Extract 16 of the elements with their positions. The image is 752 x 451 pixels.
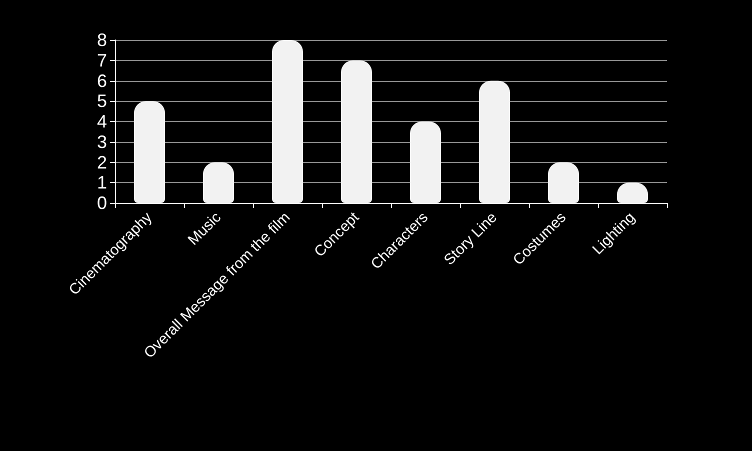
bar [134, 101, 166, 203]
bar [478, 80, 510, 203]
y-tick-label: 6 [96, 70, 107, 91]
y-tick-label: 8 [96, 30, 107, 50]
bar [202, 162, 234, 203]
y-tick-label: 7 [96, 50, 107, 70]
bar [548, 162, 580, 203]
y-tick-label: 4 [96, 112, 107, 132]
bar [272, 40, 304, 203]
y-tick-label: 1 [96, 172, 107, 193]
y-tick-label: 2 [96, 152, 107, 172]
bar [410, 122, 442, 203]
y-tick-label: 3 [96, 132, 107, 152]
bar [340, 60, 372, 203]
y-tick-label: 0 [96, 193, 107, 213]
y-tick-label: 5 [96, 91, 107, 112]
